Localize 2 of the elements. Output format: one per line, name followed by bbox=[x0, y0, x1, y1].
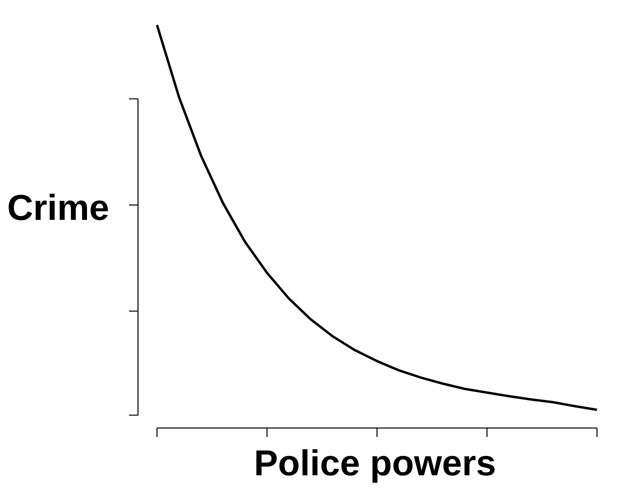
y-axis-title: Crime bbox=[8, 194, 108, 220]
x-axis-title: Police powers bbox=[256, 449, 495, 483]
